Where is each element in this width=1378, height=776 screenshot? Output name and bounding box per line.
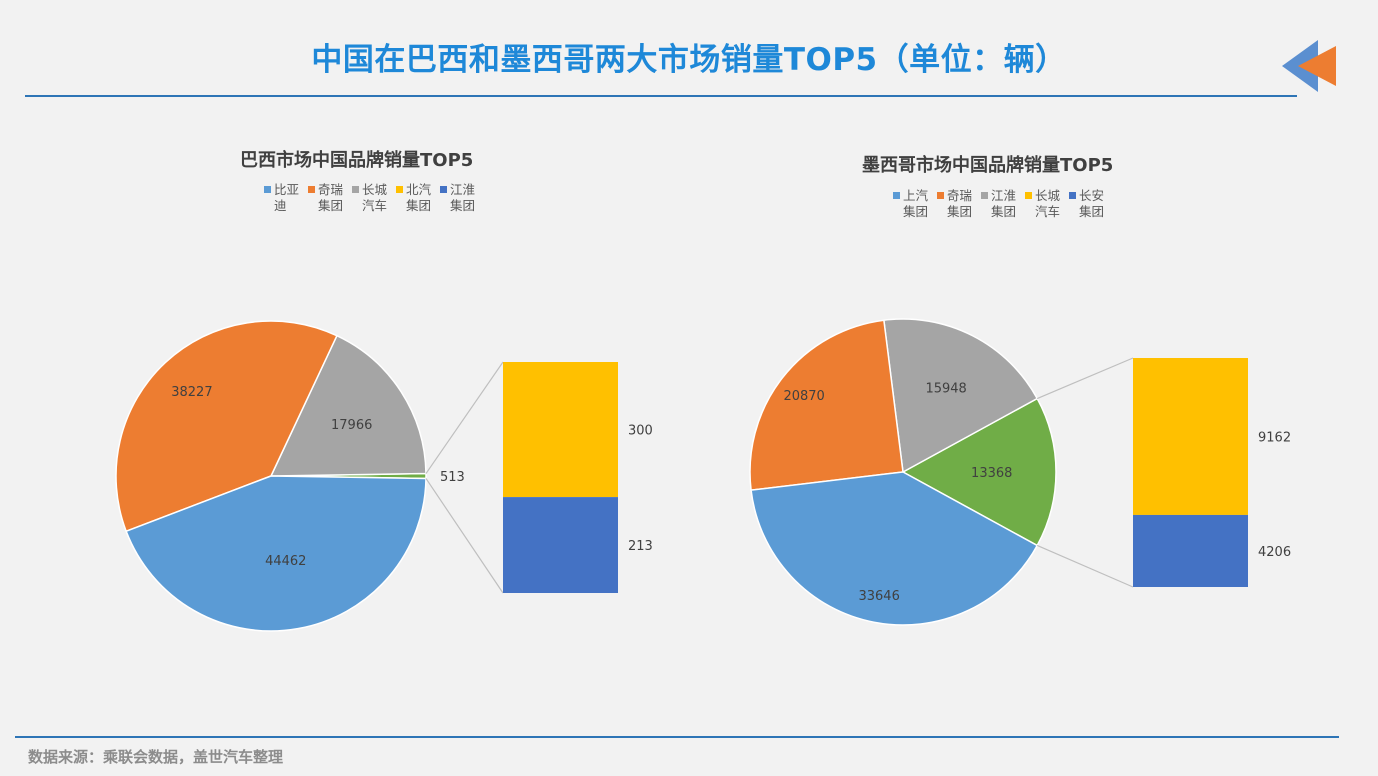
legend-item: 长安集团 — [1069, 188, 1107, 220]
legend-label: 奇瑞集团 — [947, 188, 973, 219]
legend-item: 江淮集团 — [981, 188, 1019, 220]
back-arrows-icon[interactable] — [1278, 38, 1338, 94]
pie-slice — [901, 397, 1057, 547]
legend-label: 北汽集团 — [406, 182, 432, 213]
pie-data-label: 513 — [440, 470, 465, 485]
bar-segment — [503, 497, 618, 593]
legend-swatch — [396, 186, 403, 193]
legend-item: 北汽集团 — [396, 182, 434, 214]
legend-swatch — [981, 192, 988, 199]
legend-item: 奇瑞集团 — [937, 188, 975, 220]
connector-line — [1036, 357, 1134, 400]
footer-divider — [15, 736, 1339, 738]
bar-data-label: 213 — [628, 539, 653, 554]
source-note: 数据来源：乘联会数据，盖世汽车整理 — [28, 748, 284, 766]
pie-slice — [269, 334, 427, 477]
legend-label: 上汽集团 — [903, 188, 929, 219]
legend-swatch — [264, 186, 271, 193]
bar-data-label: 9162 — [1258, 430, 1291, 445]
pie-data-label: 13368 — [971, 466, 1012, 481]
brazil-legend: 比亚迪 奇瑞集团 长城汽车 北汽集团 江淮集团 — [264, 182, 484, 214]
title-divider — [25, 95, 1297, 97]
legend-swatch — [1069, 192, 1076, 199]
legend-swatch — [893, 192, 900, 199]
bar-segment — [1133, 514, 1248, 587]
legend-label: 长城汽车 — [362, 182, 388, 213]
bar-data-label: 4206 — [1258, 545, 1291, 560]
legend-label: 奇瑞集团 — [318, 182, 344, 213]
bar-data-label: 300 — [628, 424, 653, 439]
legend-item: 比亚迪 — [264, 182, 302, 214]
bar-segment — [1133, 358, 1248, 515]
bar-segment — [503, 362, 618, 498]
brazil-chart-title: 巴西市场中国品牌销量TOP5 — [240, 150, 474, 171]
legend-label: 江淮集团 — [450, 182, 476, 213]
legend-item: 江淮集团 — [440, 182, 478, 214]
pie-data-label: 38227 — [171, 385, 212, 400]
legend-label: 长安集团 — [1079, 188, 1105, 219]
page-title: 中国在巴西和墨西哥两大市场销量TOP5（单位：辆） — [311, 42, 1067, 78]
pie-slice — [750, 471, 1039, 626]
legend-swatch — [1025, 192, 1032, 199]
pie-data-label: 20870 — [783, 389, 824, 404]
pie-slice — [883, 318, 1039, 474]
legend-label: 长城汽车 — [1035, 188, 1061, 219]
legend-item: 上汽集团 — [893, 188, 931, 220]
legend-label: 比亚迪 — [274, 182, 300, 213]
connector-line — [425, 478, 504, 594]
legend-swatch — [352, 186, 359, 193]
mexico-chart-title: 墨西哥市场中国品牌销量TOP5 — [862, 155, 1114, 176]
pie-data-label: 44462 — [265, 554, 306, 569]
pie-slice — [125, 475, 427, 632]
legend-label: 江淮集团 — [991, 188, 1017, 219]
pie-slice — [115, 320, 338, 533]
legend-item: 长城汽车 — [352, 182, 390, 214]
legend-item: 长城汽车 — [1025, 188, 1063, 220]
legend-item: 奇瑞集团 — [308, 182, 346, 214]
connector-line — [425, 361, 504, 474]
mexico-legend: 上汽集团 奇瑞集团 江淮集团 长城汽车 长安集团 — [893, 188, 1113, 220]
legend-swatch — [937, 192, 944, 199]
pie-data-label: 15948 — [925, 382, 966, 397]
legend-swatch — [308, 186, 315, 193]
pie-slice — [749, 319, 904, 491]
pie-data-label: 33646 — [858, 589, 899, 604]
connector-line — [1036, 544, 1134, 588]
pie-data-label: 17966 — [331, 418, 372, 433]
legend-swatch — [440, 186, 447, 193]
